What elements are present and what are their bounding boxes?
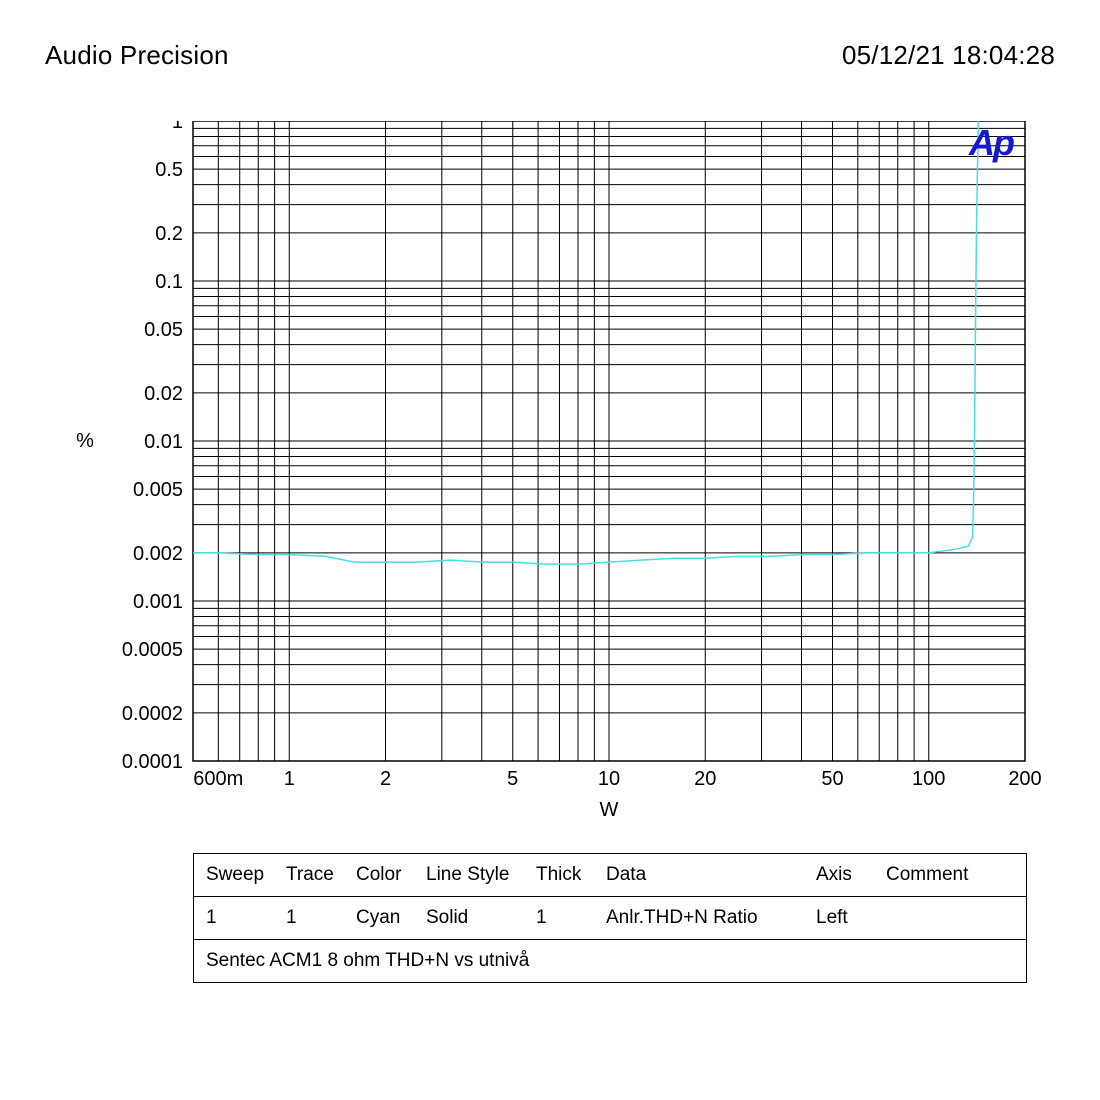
ap-logo: Ap: [968, 122, 1014, 163]
y-tick-label: 1: [172, 121, 183, 133]
th-thick: Thick: [536, 864, 606, 886]
td-sweep: 1: [206, 907, 286, 929]
y-tick-label: 0.5: [155, 159, 183, 181]
td-trace: 1: [286, 907, 356, 929]
x-tick-label: 5: [507, 768, 518, 790]
y-tick-label: 0.001: [133, 591, 183, 613]
header: Audio Precision 05/12/21 18:04:28: [45, 40, 1055, 71]
table-header-row: Sweep Trace Color Line Style Thick Data …: [194, 854, 1026, 897]
th-comment: Comment: [886, 864, 1006, 886]
x-tick-label: 200: [1008, 768, 1041, 790]
y-tick-label: 0.05: [144, 319, 183, 341]
x-tick-label: 2: [380, 768, 391, 790]
y-tick-label: 0.1: [155, 271, 183, 293]
y-tick-label: 0.02: [144, 383, 183, 405]
td-style: Solid: [426, 907, 536, 929]
legend-table: Sweep Trace Color Line Style Thick Data …: [193, 853, 1027, 983]
y-tick-label: 0.005: [133, 479, 183, 501]
x-tick-label: 50: [821, 768, 843, 790]
x-tick-label: 1: [284, 768, 295, 790]
x-tick-label: 20: [694, 768, 716, 790]
x-tick-label: 100: [912, 768, 945, 790]
x-axis-label: W: [600, 799, 619, 821]
y-tick-label: 0.2: [155, 223, 183, 245]
header-right: 05/12/21 18:04:28: [842, 40, 1055, 71]
th-axis: Axis: [816, 864, 886, 886]
y-tick-label: 0.002: [133, 543, 183, 565]
table-caption: Sentec ACM1 8 ohm THD+N vs utnivå: [194, 940, 1026, 982]
x-tick-label: 10: [598, 768, 620, 790]
y-tick-label: 0.0005: [122, 639, 183, 661]
th-style: Line Style: [426, 864, 536, 886]
x-tick-label: 600m: [193, 768, 243, 790]
td-color: Cyan: [356, 907, 426, 929]
td-data: Anlr.THD+N Ratio: [606, 907, 816, 929]
td-comment: [886, 907, 1006, 929]
th-color: Color: [356, 864, 426, 886]
chart-svg: 600m 1 2 5 10 20 50 100 200 0.0001 0.0002 0.0005 0.0…: [45, 121, 1055, 831]
y-tick-label: 0.0001: [122, 751, 183, 773]
y-axis-label: %: [76, 430, 94, 452]
th-data: Data: [606, 864, 816, 886]
td-axis: Left: [816, 907, 886, 929]
td-thick: 1: [536, 907, 606, 929]
chart-container: 600m 1 2 5 10 20 50 100 200 0.0001 0.0002 0.0005 0.0…: [45, 121, 1055, 831]
header-left: Audio Precision: [45, 40, 229, 71]
page-root: Audio Precision 05/12/21 18:04:28 600m 1 2…: [0, 0, 1100, 1100]
y-tick-label: 0.01: [144, 431, 183, 453]
th-sweep: Sweep: [206, 864, 286, 886]
th-trace: Trace: [286, 864, 356, 886]
y-tick-label: 0.0002: [122, 703, 183, 725]
table-row: 1 1 Cyan Solid 1 Anlr.THD+N Ratio Left: [194, 897, 1026, 940]
